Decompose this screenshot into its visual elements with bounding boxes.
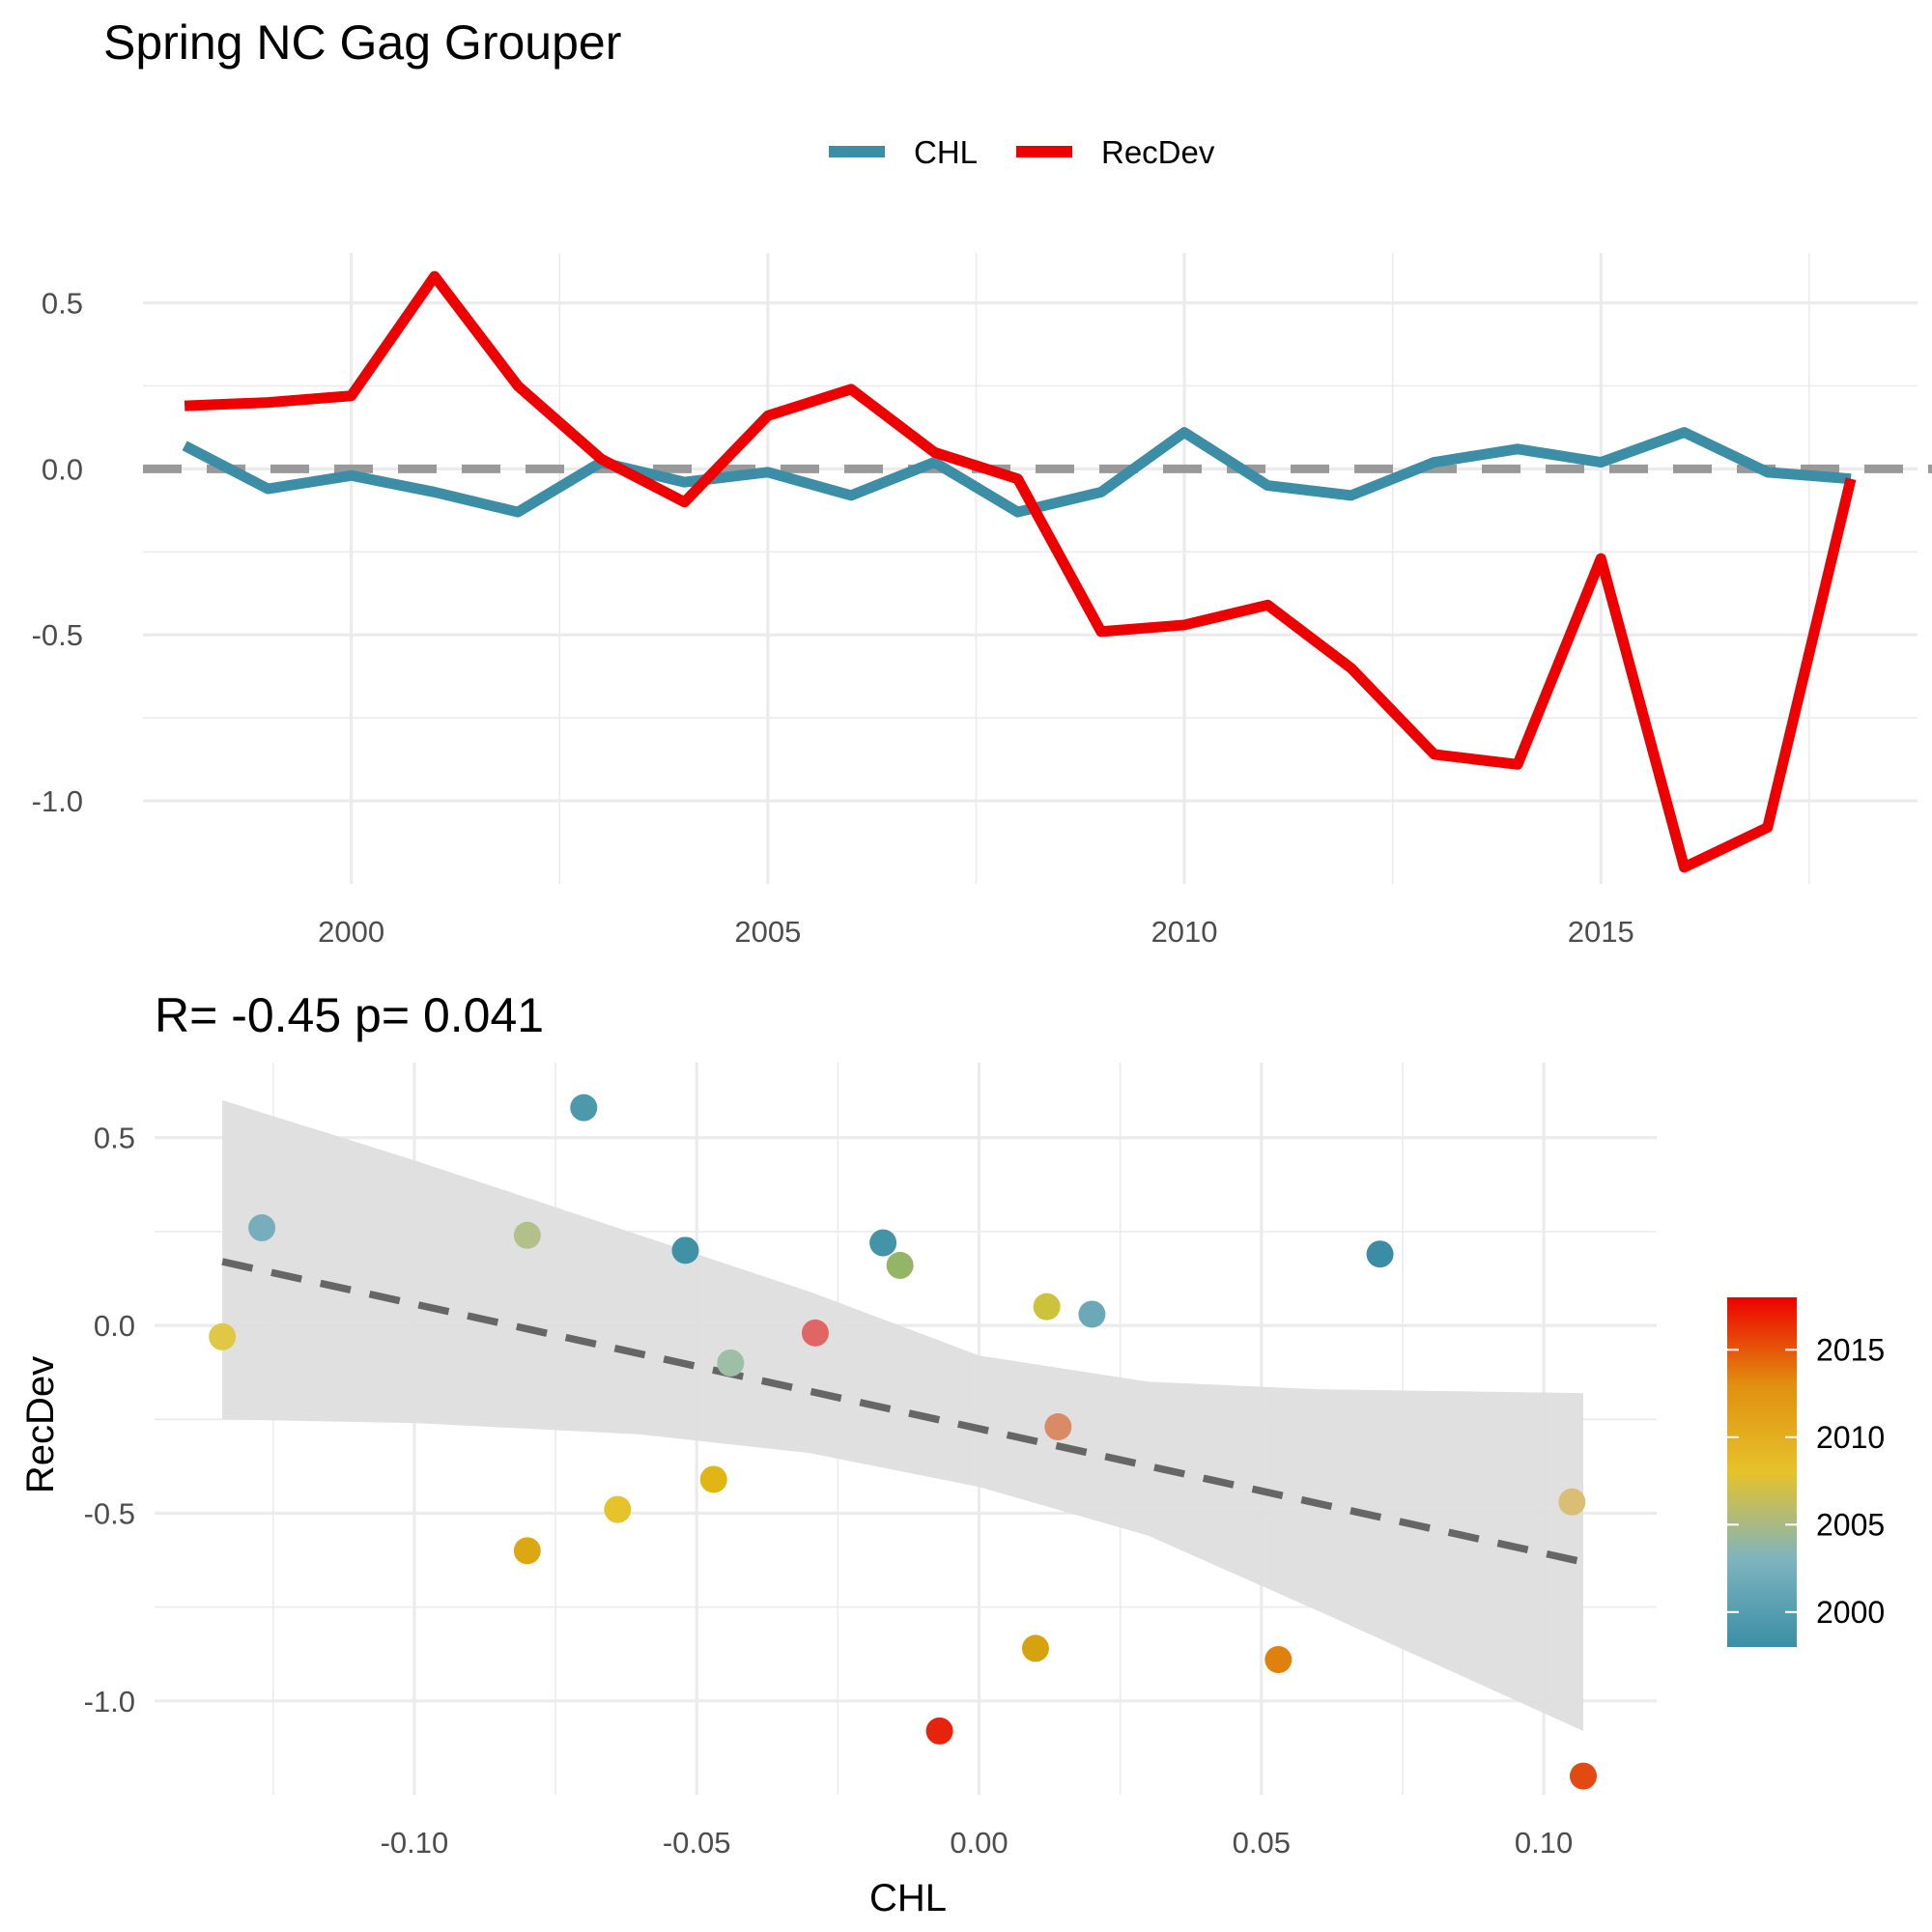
scatter-point-2008 <box>209 1322 237 1350</box>
series-line-recdev <box>184 270 1857 873</box>
x-tick-label: 2005 <box>734 915 801 949</box>
year-colorbar: 2000 2005 2010 2015 <box>1727 1297 1885 1647</box>
scatter-point-2018 <box>925 1717 953 1745</box>
scatter-point-2010 <box>699 1465 727 1493</box>
scatter-point-2012 <box>1021 1634 1049 1662</box>
colorbar-tick-label: 2015 <box>1816 1332 1885 1367</box>
y-tick-label: 0.5 <box>94 1122 135 1155</box>
confidence-band <box>222 1099 1584 1731</box>
x-tick-label: -0.10 <box>381 1826 449 1860</box>
x-tick-label: 2000 <box>318 915 384 949</box>
scatter-point-2002 <box>248 1214 276 1242</box>
series-line-chl <box>182 427 1852 518</box>
scatter-point-2004 <box>717 1349 745 1377</box>
scatter-point-2006 <box>886 1251 914 1279</box>
y-tick-label: -1.0 <box>32 784 83 818</box>
scatter-point-1999 <box>671 1236 699 1264</box>
y-tick-label: 0.5 <box>42 287 83 321</box>
y-tick-label: -0.5 <box>32 618 83 652</box>
y-tick-label: -0.5 <box>84 1496 135 1530</box>
scatter-point-2005 <box>513 1221 541 1249</box>
time-series-grid <box>143 253 1918 884</box>
y-tick-label: 0.0 <box>94 1309 135 1343</box>
time-series-axes: 2000 2005 2010 2015 -1.0 -0.5 0.0 0.5 <box>32 287 1634 949</box>
scatter-panel: R= -0.45 p= 0.041 -0.10 -0.05 0.00 0.05 0.10… <box>19 988 1885 1919</box>
scatter-point-2016 <box>1570 1762 1598 1790</box>
scatter-point-1998 <box>1366 1240 1394 1268</box>
scatter-points <box>209 1094 1598 1790</box>
correlation-subtitle: R= -0.45 p= 0.041 <box>155 988 544 1042</box>
y-axis-title: RecDev <box>19 1356 62 1493</box>
legend-label-recdev: RecDev <box>1101 134 1215 170</box>
regression-line <box>221 1258 1584 1566</box>
colorbar-tick-label: 2005 <box>1816 1507 1885 1542</box>
scatter-point-2001 <box>570 1094 598 1122</box>
scatter-point-2003 <box>1078 1300 1106 1328</box>
colorbar-tick-label: 2000 <box>1816 1595 1885 1630</box>
colorbar-tick-label: 2010 <box>1816 1420 1885 1455</box>
regression-line-path <box>221 1258 1584 1566</box>
confidence-band-area <box>222 1099 1584 1731</box>
x-tick-label: 2010 <box>1151 915 1218 949</box>
x-axis-title: CHL <box>869 1877 947 1919</box>
x-tick-label: -0.05 <box>663 1826 731 1860</box>
x-tick-label: 0.05 <box>1233 1826 1291 1860</box>
legend: CHL RecDev <box>829 134 1215 170</box>
scatter-point-2009 <box>604 1495 632 1523</box>
scatter-point-2013 <box>1558 1488 1586 1516</box>
x-tick-label: 2015 <box>1568 915 1634 949</box>
chart-title: Spring NC Gag Grouper <box>103 15 621 70</box>
legend-label-chl: CHL <box>914 134 978 170</box>
scatter-point-2007 <box>1033 1293 1061 1321</box>
scatter-point-2015 <box>1044 1413 1072 1441</box>
x-tick-label: 0.10 <box>1515 1826 1573 1860</box>
scatter-point-2014 <box>1264 1646 1293 1674</box>
time-series-data <box>143 270 1932 873</box>
colorbar-gradient <box>1727 1297 1797 1647</box>
scatter-axes: -0.10 -0.05 0.00 0.05 0.10 -1.0 -0.5 0.0 0.5 <box>84 1122 1574 1860</box>
y-tick-label: 0.0 <box>42 452 83 486</box>
scatter-point-2011 <box>513 1537 541 1565</box>
x-tick-label: 0.00 <box>950 1826 1008 1860</box>
scatter-point-2017 <box>801 1319 829 1347</box>
scatter-point-2000 <box>869 1229 897 1257</box>
time-series-panel: CHL RecDev 2000 2005 2010 2015 -1.0 -0.5 0.0 0.5 <box>32 134 1932 949</box>
y-tick-label: -1.0 <box>84 1685 135 1719</box>
